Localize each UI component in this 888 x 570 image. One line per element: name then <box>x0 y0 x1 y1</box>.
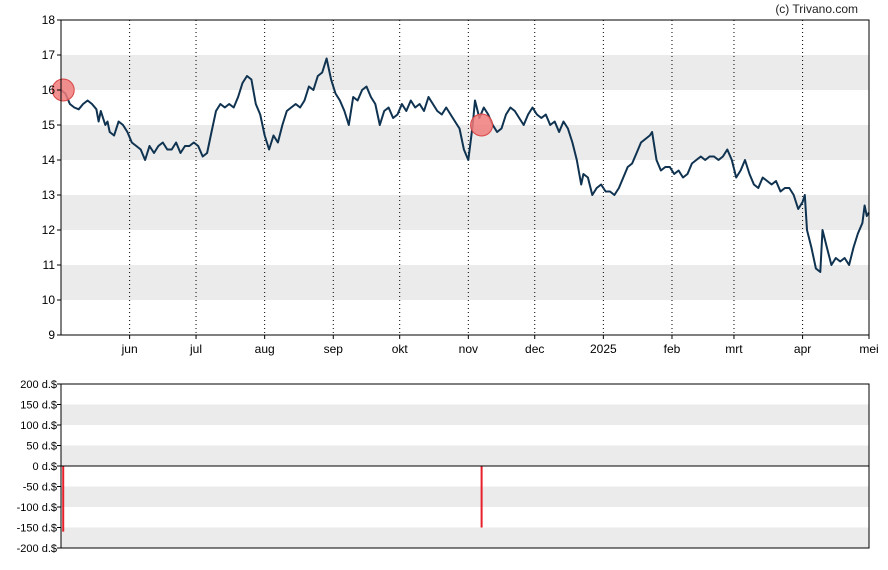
x-tick-label: okt <box>392 342 409 356</box>
volume-chart-axes: 200 d.$ 150 d.$ 100 d.$ 50 d.$ 0 d.$ -50 d.$ -… <box>17 379 870 555</box>
price-plot-frame <box>60 19 870 336</box>
y-tick-label: 11 <box>43 258 56 272</box>
x-tick-label: jun <box>121 342 138 356</box>
x-tick-label: feb <box>664 342 681 356</box>
y-tick-label: 10 <box>42 293 56 307</box>
x-tick-label: mrt <box>725 342 743 356</box>
price-chart-series <box>60 57 870 273</box>
copyright-text: (c) Trivano.com <box>775 2 858 16</box>
x-tick-label: mei <box>859 342 878 356</box>
volume-y-tick-label: -100 d.$ <box>17 502 57 514</box>
y-tick-label: 12 <box>42 223 56 237</box>
price-band <box>61 125 869 160</box>
y-tick-label: 14 <box>42 153 56 167</box>
volume-chart-bands <box>61 404 869 548</box>
price-chart-axes: 9 10 11 12 13 14 15 16 17 18 jun jul aug sep okt nov dec… <box>42 13 879 356</box>
x-tick-label: jul <box>189 342 202 356</box>
x-tick-label: apr <box>794 342 811 356</box>
y-tick-label: 16 <box>42 83 56 97</box>
x-tick-label: aug <box>255 342 275 356</box>
y-tick-label: 17 <box>42 48 56 62</box>
y-tick-label: 18 <box>42 13 56 27</box>
volume-band <box>61 404 869 425</box>
price-band <box>61 195 869 230</box>
price-chart-bands <box>61 55 869 300</box>
x-tick-label: sep <box>324 342 344 356</box>
volume-chart-bars <box>62 466 483 532</box>
volume-y-tick-label: 0 d.$ <box>33 461 57 473</box>
volume-y-tick-label: 100 d.$ <box>20 420 57 432</box>
volume-y-tick-label: -150 d.$ <box>17 523 57 535</box>
volume-band <box>61 445 869 466</box>
volume-band <box>61 486 869 507</box>
trade-marker <box>51 78 75 102</box>
volume-y-tick-label: -200 d.$ <box>17 543 57 555</box>
volume-band <box>61 527 869 548</box>
trade-marker <box>470 113 494 137</box>
price-band <box>61 55 869 90</box>
y-tick-label: 9 <box>48 328 55 342</box>
price-chart-markers <box>51 78 494 137</box>
x-tick-label: 2025 <box>590 342 617 356</box>
price-line <box>60 57 870 273</box>
volume-y-tick-label: 150 d.$ <box>20 400 57 412</box>
volume-y-tick-label: 50 d.$ <box>26 441 57 453</box>
y-tick-label: 15 <box>42 118 56 132</box>
x-tick-label: nov <box>459 342 478 356</box>
volume-y-tick-label: -50 d.$ <box>23 482 57 494</box>
x-tick-label: dec <box>525 342 544 356</box>
volume-y-tick-label: 200 d.$ <box>20 379 57 391</box>
y-tick-label: 13 <box>42 188 56 202</box>
price-band <box>61 265 869 300</box>
